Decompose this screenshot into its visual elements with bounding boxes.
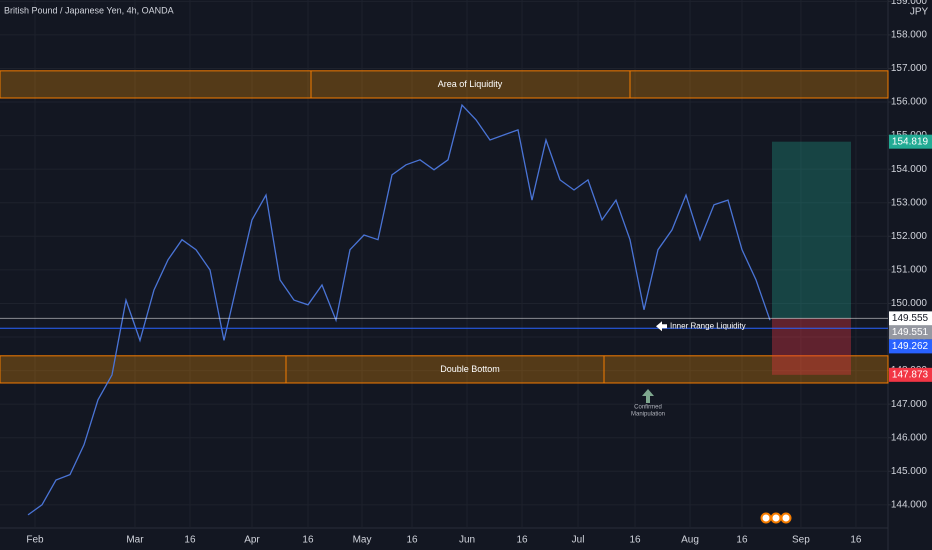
zone-label: Double Bottom <box>440 364 500 374</box>
arrow-icon <box>656 321 667 332</box>
x-tick-label: Jun <box>459 535 475 546</box>
x-tick-label: 16 <box>184 535 196 546</box>
y-tick-label: 156.000 <box>891 97 928 108</box>
loss-zone <box>772 318 851 375</box>
price-label: 154.819 <box>892 136 929 147</box>
price-label: 149.555 <box>892 313 929 324</box>
price-label-box <box>889 339 932 354</box>
y-tick-label: 145.000 <box>891 466 928 477</box>
x-tick-label: Apr <box>244 535 260 546</box>
y-tick-label: 159.000 <box>891 0 928 7</box>
x-tick-label: Jul <box>572 535 585 546</box>
price-line <box>27 103 771 516</box>
y-tick-label: 146.000 <box>891 432 928 443</box>
price-label: 149.551 <box>892 327 929 338</box>
chart-title: British Pound / Japanese Yen, 4h, OANDA <box>4 5 174 15</box>
annotation: Manipulation <box>631 412 665 418</box>
x-tick-label: 16 <box>850 535 862 546</box>
y-tick-label: 150.000 <box>891 298 928 309</box>
annotation: Confirmed <box>634 405 662 411</box>
currency-label: JPY <box>910 7 929 18</box>
price-label-box <box>889 367 932 382</box>
y-tick-label: 158.000 <box>891 30 928 41</box>
y-tick-label: 144.000 <box>891 499 928 510</box>
price-label-box <box>889 325 932 340</box>
x-tick-label: Feb <box>26 535 44 546</box>
y-tick-label: 157.000 <box>891 63 928 74</box>
y-tick-label: 147.000 <box>891 399 928 410</box>
y-tick-label: 154.000 <box>891 164 928 175</box>
arrow-icon <box>642 389 654 403</box>
annotation: Inner Range Liquidity <box>670 321 746 330</box>
x-tick-label: 16 <box>736 535 748 546</box>
x-tick-label: May <box>353 535 372 546</box>
x-tick-label: Mar <box>126 535 144 546</box>
price-label-box <box>889 134 932 149</box>
profit-zone <box>772 141 851 319</box>
zone <box>0 70 889 99</box>
logo-dot <box>770 512 782 524</box>
y-tick-label: 153.000 <box>891 197 928 208</box>
x-tick-label: 16 <box>629 535 641 546</box>
x-tick-label: 16 <box>302 535 314 546</box>
x-tick-label: 16 <box>516 535 528 546</box>
logo-dot <box>760 512 772 524</box>
logo-dot <box>780 512 792 524</box>
y-tick-label: 151.000 <box>891 265 928 276</box>
price-label: 147.873 <box>892 369 929 380</box>
zone-label: Area of Liquidity <box>438 79 503 89</box>
x-tick-label: Sep <box>792 535 810 546</box>
zone <box>0 355 889 384</box>
price-label-box <box>889 311 932 326</box>
x-tick-label: Aug <box>681 535 699 546</box>
price-label: 149.262 <box>892 341 929 352</box>
x-tick-label: 16 <box>406 535 418 546</box>
y-tick-label: 152.000 <box>891 231 928 242</box>
